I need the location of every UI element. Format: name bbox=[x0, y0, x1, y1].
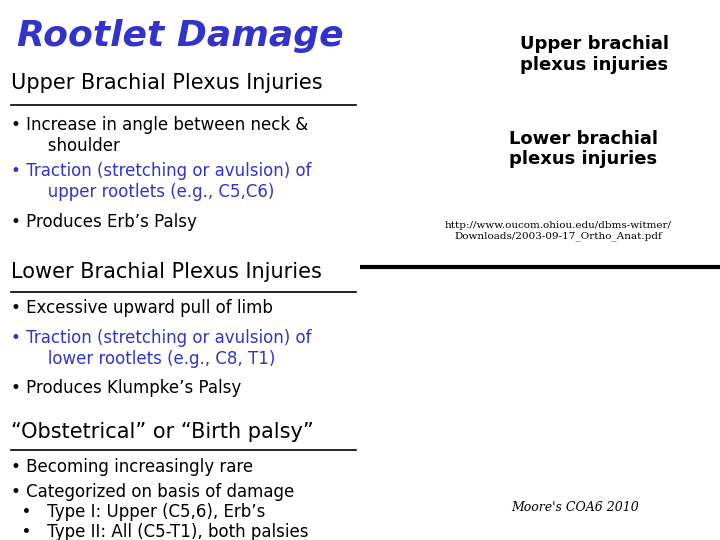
Text: Upper Brachial Plexus Injuries: Upper Brachial Plexus Injuries bbox=[11, 73, 323, 93]
Text: http://www.oucom.ohiou.edu/dbms-witmer/
Downloads/2003-09-17_Ortho_Anat.pdf: http://www.oucom.ohiou.edu/dbms-witmer/ … bbox=[444, 221, 672, 241]
Text: Lower Brachial Plexus Injuries: Lower Brachial Plexus Injuries bbox=[11, 262, 322, 282]
Text: •   Type I: Upper (C5,6), Erb’s: • Type I: Upper (C5,6), Erb’s bbox=[11, 503, 265, 521]
Text: • Increase in angle between neck &
       shoulder: • Increase in angle between neck & shoul… bbox=[11, 116, 308, 155]
Text: Lower brachial
plexus injuries: Lower brachial plexus injuries bbox=[509, 130, 657, 168]
Text: • Categorized on basis of damage: • Categorized on basis of damage bbox=[11, 483, 294, 501]
Text: Moore's COA6 2010: Moore's COA6 2010 bbox=[511, 501, 639, 514]
Text: • Excessive upward pull of limb: • Excessive upward pull of limb bbox=[11, 299, 273, 316]
Text: • Produces Klumpke’s Palsy: • Produces Klumpke’s Palsy bbox=[11, 379, 241, 397]
Text: Upper brachial
plexus injuries: Upper brachial plexus injuries bbox=[520, 35, 668, 74]
Text: • Traction (stretching or avulsion) of
       upper rootlets (e.g., C5,C6): • Traction (stretching or avulsion) of u… bbox=[11, 162, 311, 201]
Text: • Traction (stretching or avulsion) of
       lower rootlets (e.g., C8, T1): • Traction (stretching or avulsion) of l… bbox=[11, 329, 311, 368]
Text: •   Type II: All (C5-T1), both palsies: • Type II: All (C5-T1), both palsies bbox=[11, 523, 308, 540]
Text: “Obstetrical” or “Birth palsy”: “Obstetrical” or “Birth palsy” bbox=[11, 422, 313, 442]
Text: • Becoming increasingly rare: • Becoming increasingly rare bbox=[11, 458, 253, 476]
Text: Rootlet Damage: Rootlet Damage bbox=[17, 19, 343, 53]
Text: • Produces Erb’s Palsy: • Produces Erb’s Palsy bbox=[11, 213, 197, 231]
